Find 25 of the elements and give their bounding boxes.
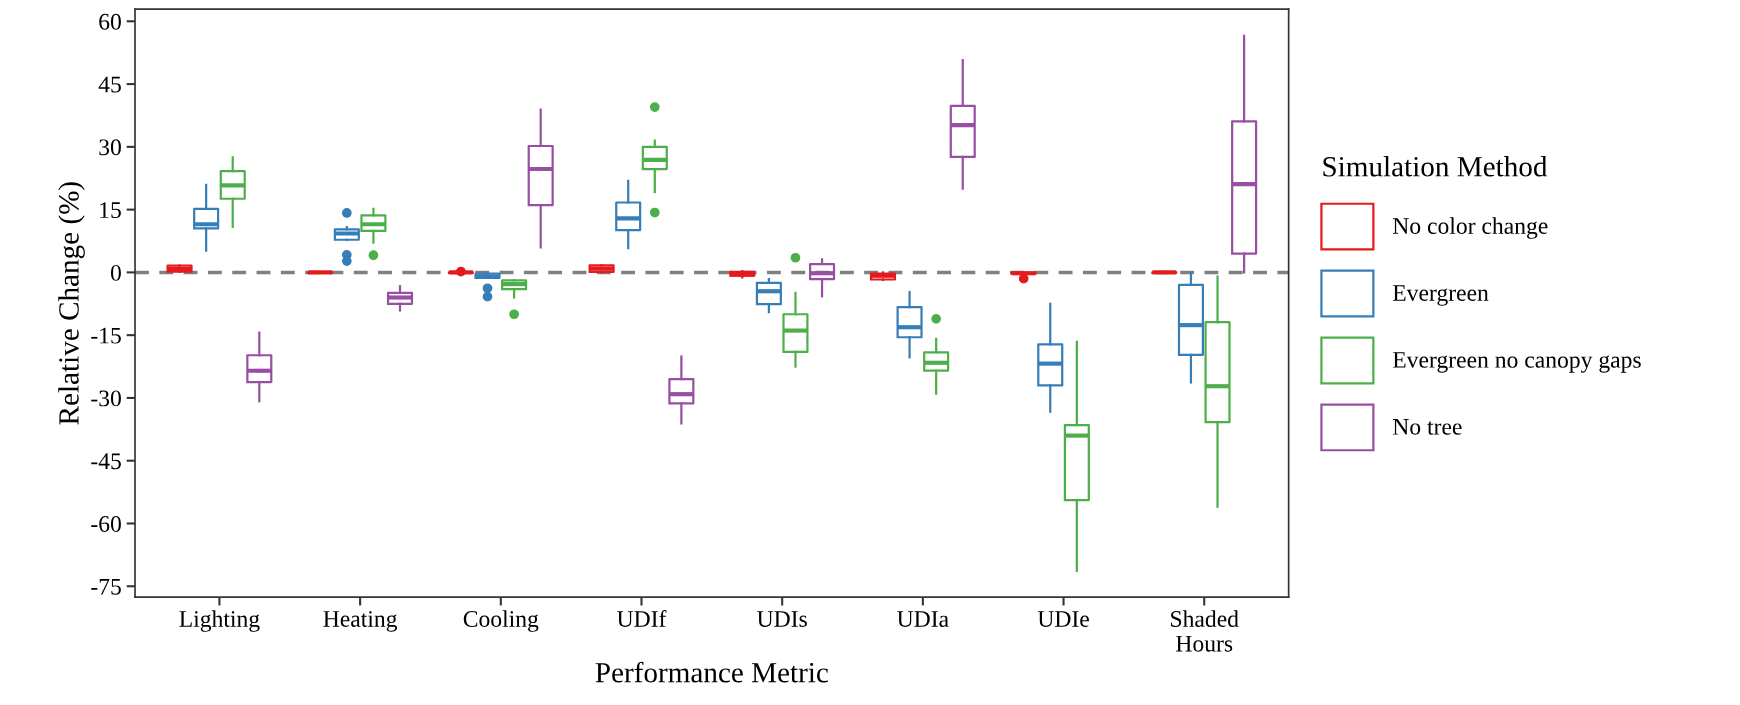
y-tick-label: 0 (110, 264, 121, 281)
x-tick-label: UDIa (897, 611, 949, 627)
x-axis-title: Performance Metric (595, 661, 828, 683)
legend-title: Simulation Method (1323, 156, 1548, 177)
legend-label: Evergreen (1392, 285, 1489, 306)
legend-label: No tree (1392, 419, 1462, 435)
x-tick-label: Cooling (463, 610, 539, 632)
y-tick-label: 30 (99, 139, 121, 156)
y-tick-label: 15 (100, 202, 121, 219)
x-tick-label: UDIe (1037, 611, 1089, 627)
x-tick-label: UDIs (757, 611, 807, 627)
y-tick-label: 60 (99, 13, 121, 30)
y-tick-label: 45 (98, 76, 121, 93)
y-tick-label: -60 (91, 515, 121, 532)
y-tick-label: -15 (91, 327, 121, 344)
y-tick-label: -30 (91, 390, 121, 407)
x-tick-label: UDIf (617, 610, 667, 627)
legend-label: Evergreen no canopy gaps (1392, 352, 1641, 373)
x-tick-label: Lighting (179, 610, 260, 632)
x-tick-label: Heating (323, 611, 398, 632)
legend-label: No color change (1392, 217, 1548, 239)
y-tick-label: -45 (91, 453, 121, 470)
y-axis-title: Relative Change (%) (58, 182, 85, 425)
x-tick-label: Shaded Hours (1171, 610, 1239, 652)
y-tick-label: -75 (91, 578, 121, 595)
